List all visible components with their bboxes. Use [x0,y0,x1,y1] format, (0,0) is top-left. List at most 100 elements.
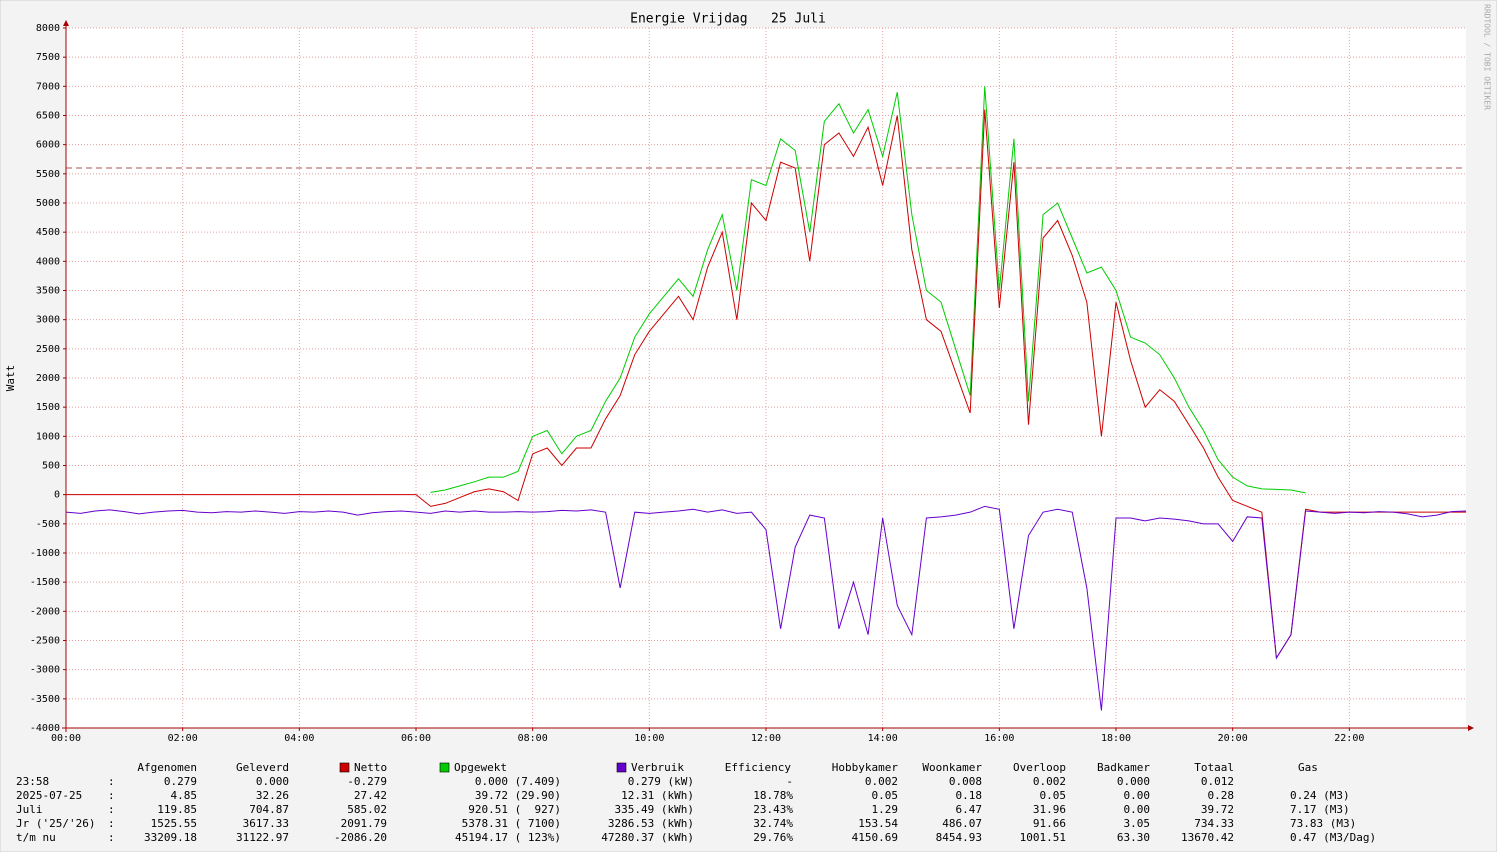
y-tick-label: 7000 [36,81,60,92]
table-cell: 7.17 (M3) [1290,803,1350,816]
table-cell: 1001.51 [1020,831,1066,844]
table-cell: 0.279 (kW) [628,775,694,788]
y-axis-label: Watt [4,365,17,392]
row-separator: : [108,789,115,802]
column-header: Hobbykamer [832,761,899,774]
x-tick-label: 12:00 [751,733,781,744]
chart-title: Energie Vrijdag 25 Juli [630,12,826,27]
table-cell: 0.00 [1124,803,1151,816]
y-tick-label: -3000 [30,665,60,676]
legend-swatch [439,762,450,773]
table-cell: 0.000 (7.409) [475,775,561,788]
y-tick-label: 5000 [36,198,60,209]
column-header: Verbruik [631,761,684,774]
column-header: Geleverd [236,761,289,774]
row-separator: : [108,831,115,844]
table-cell: 3.05 [1124,817,1151,830]
column-header: Netto [354,761,387,774]
y-tick-label: 4000 [36,256,60,267]
y-tick-label: 1000 [36,431,60,442]
table-cell: 4150.69 [852,831,898,844]
table-cell: 0.008 [949,775,982,788]
column-header: Overloop [1013,761,1066,774]
table-cell: 119.85 [157,803,197,816]
table-cell: 29.76% [753,831,793,844]
x-tick-label: 06:00 [401,733,431,744]
table-cell: 32.74% [753,817,793,830]
x-tick-label: 22:00 [1334,733,1364,744]
table-cell: 12.31 (kWh) [621,789,694,802]
y-tick-label: 6500 [36,111,60,122]
column-header: Woonkamer [922,761,982,774]
table: Afgenomen Geleverd Netto Opgewekt Verbruik Ef… [16,761,1376,844]
axis-arrow [63,20,69,26]
x-tick-label: 08:00 [518,733,548,744]
table-cell: 920.51 ( 927) [468,803,561,816]
column-header: Badkamer [1097,761,1150,774]
table-cell: 704.87 [249,803,289,816]
row-separator: : [108,803,115,816]
x-tick-label: 10:00 [634,733,664,744]
y-tick-label: -2000 [30,606,60,617]
table-cell: - [786,775,793,788]
table-cell: 0.47 (M3/Dag) [1290,831,1376,844]
table-cell: 18.78% [753,789,793,802]
table-cell: 0.18 [956,789,983,802]
x-tick-label: 00:00 [51,733,81,744]
x-tick-label: 16:00 [984,733,1014,744]
row-label: t/m nu [16,831,56,844]
table-cell: 0.05 [872,789,899,802]
column-header: Gas [1298,761,1318,774]
table-cell: 585.02 [347,803,387,816]
watermark: RRDTOOL / TOBI OETIKER [1483,4,1492,110]
table-cell: 0.28 [1208,789,1235,802]
table-cell: 39.72 (29.90) [475,789,561,802]
x-tick-label: 20:00 [1218,733,1248,744]
table-cell: 32.26 [256,789,289,802]
table-cell: 486.07 [942,817,982,830]
table-cell: 0.012 [1201,775,1234,788]
y-tick-label: -1000 [30,548,60,559]
row-separator: : [108,775,115,788]
series-line [430,86,1306,494]
column-header: Afgenomen [137,761,197,774]
series-line [65,505,1467,711]
table-cell: 734.33 [1194,817,1234,830]
row-label: Jr ('25/'26) [16,817,95,830]
axis-arrow [1468,725,1474,731]
table-cell: 1525.55 [151,817,197,830]
table-cell: 27.42 [354,789,387,802]
table-cell: 23.43% [753,803,793,816]
table-cell: 39.72 [1201,803,1234,816]
row-label: Juli [16,803,43,816]
table-cell: 6.47 [956,803,983,816]
table-cell: 3286.53 (kWh) [608,817,694,830]
table-cell: 31.96 [1033,803,1066,816]
y-tick-label: 2500 [36,344,60,355]
table-cell: 13670.42 [1181,831,1234,844]
table-cell: 0.000 [1117,775,1150,788]
row-label: 23:58 [16,775,49,788]
table-cell: 45194.17 ( 123%) [455,831,561,844]
table-cell: 3617.33 [243,817,289,830]
y-tick-label: 6000 [36,140,60,151]
table-cell: 1.29 [872,803,899,816]
y-tick-label: 8000 [36,23,60,34]
table-cell: 33209.18 [144,831,197,844]
y-tick-label: -500 [36,519,60,530]
table-cell: 2091.79 [341,817,387,830]
table-cell: -2086.20 [334,831,387,844]
y-tick-label: 0 [54,490,60,501]
table-cell: 73.83 (M3) [1290,817,1356,830]
table-cell: 0.24 (M3) [1290,789,1350,802]
legend-swatch [339,762,350,773]
table-cell: 4.85 [171,789,198,802]
table-cell: 63.30 [1117,831,1150,844]
table-cell: 31122.97 [236,831,289,844]
lines [65,86,1467,711]
y-tick-label: 7500 [36,52,60,63]
y-tick-label: 3500 [36,286,60,297]
table-cell: -0.279 [347,775,387,788]
